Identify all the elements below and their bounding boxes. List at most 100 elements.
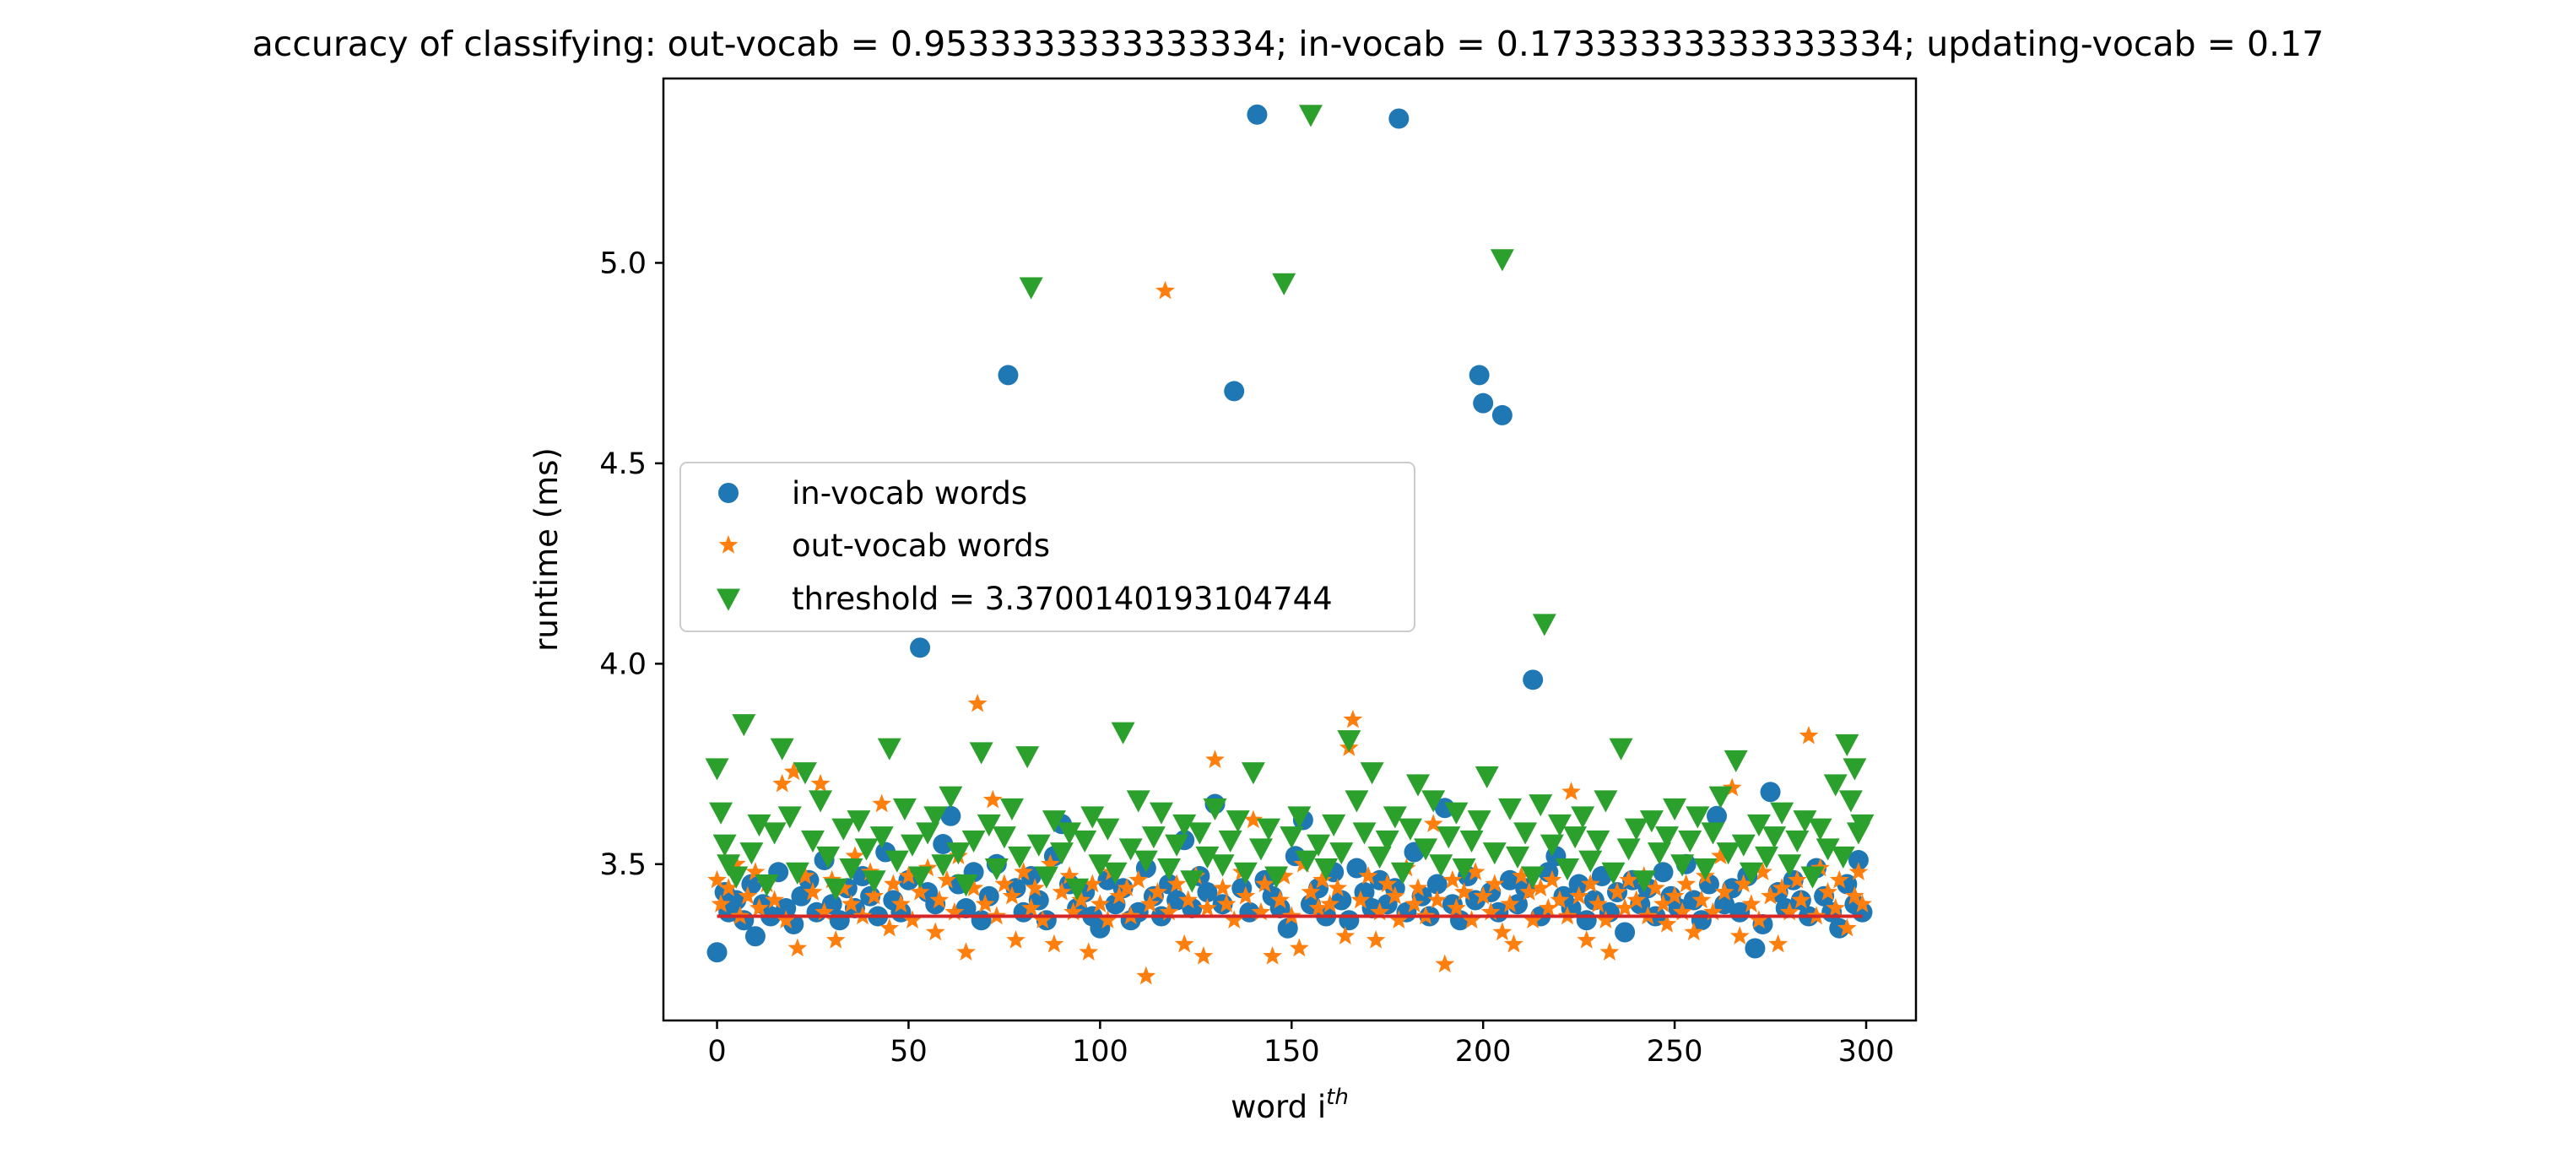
- y-axis: 3.5 4.0 4.5 5.0: [599, 246, 663, 882]
- out-vocab-point: [1779, 901, 1799, 921]
- in-vocab-point: [744, 926, 766, 947]
- in-vocab-point: [1707, 805, 1728, 826]
- threshold-point: [1835, 733, 1859, 757]
- out-vocab-point: [1569, 885, 1589, 905]
- in-vocab-point: [1848, 850, 1869, 871]
- out-vocab-point: [1343, 709, 1363, 728]
- out-vocab-point: [1480, 901, 1501, 921]
- out-vocab-point: [1350, 890, 1371, 909]
- out-vocab-point: [872, 793, 892, 813]
- legend-marker: [718, 535, 739, 554]
- out-vocab-point: [1787, 869, 1807, 889]
- x-tick-label: 250: [1647, 1035, 1703, 1069]
- legend-marker: [718, 483, 739, 503]
- x-tick-label: 0: [707, 1035, 726, 1069]
- threshold-point: [1850, 814, 1875, 837]
- threshold-point: [1624, 818, 1648, 841]
- y-axis-label: runtime (ms): [528, 447, 565, 652]
- threshold-point: [1015, 746, 1040, 769]
- threshold-point: [785, 862, 809, 885]
- threshold-point: [1609, 738, 1633, 761]
- in-vocab-point: [1469, 365, 1490, 386]
- out-vocab-point: [1447, 898, 1466, 917]
- out-vocab-point: [765, 890, 785, 909]
- out-vocab-point: [1542, 869, 1562, 889]
- y-tick-label: 4.0: [599, 647, 647, 681]
- out-vocab-point: [1829, 869, 1849, 889]
- out-vocab-point: [1328, 878, 1348, 896]
- legend-label: out-vocab words: [792, 528, 1050, 564]
- threshold-point: [1272, 273, 1296, 295]
- threshold-point: [1701, 822, 1725, 845]
- legend-label: in-vocab words: [792, 475, 1027, 512]
- out-vocab-point: [1174, 934, 1194, 953]
- out-vocab-point: [1025, 878, 1045, 896]
- out-vocab-point: [1588, 894, 1608, 912]
- threshold-point: [1103, 862, 1128, 885]
- threshold-point: [1716, 842, 1740, 865]
- threshold-point: [923, 806, 948, 829]
- out-vocab-point: [772, 773, 793, 793]
- out-vocab-point: [1117, 878, 1137, 896]
- out-vocab-point: [1435, 954, 1455, 973]
- out-vocab-point: [1079, 942, 1099, 961]
- out-vocab-point: [1729, 926, 1750, 945]
- out-vocab-point: [1791, 890, 1811, 909]
- out-vocab-point: [750, 898, 769, 917]
- threshold-point: [1352, 822, 1377, 845]
- y-tick-label: 4.5: [599, 447, 647, 481]
- legend-marker: [717, 588, 740, 611]
- out-vocab-point: [1676, 874, 1697, 893]
- out-vocab-point: [1236, 885, 1256, 905]
- threshold-point: [1126, 790, 1150, 813]
- out-vocab-point: [814, 901, 835, 921]
- in-vocab-point: [776, 898, 797, 919]
- threshold-point: [1482, 842, 1507, 865]
- threshold-point: [770, 738, 794, 761]
- threshold-point: [1686, 806, 1710, 829]
- out-vocab-point: [1530, 878, 1550, 896]
- out-vocab-point: [711, 894, 731, 912]
- out-vocab-point: [833, 878, 853, 896]
- threshold-point: [1708, 786, 1733, 809]
- threshold-point: [992, 826, 1016, 849]
- out-vocab-point: [1071, 890, 1091, 909]
- threshold-point: [1444, 802, 1469, 825]
- out-vocab-point: [1580, 874, 1600, 893]
- threshold-point: [717, 854, 741, 877]
- threshold-point: [931, 854, 955, 877]
- out-vocab-point: [1082, 874, 1102, 893]
- threshold-point: [747, 814, 771, 837]
- out-vocab-point: [1550, 890, 1570, 909]
- threshold-point: [1218, 830, 1242, 853]
- out-vocab-point: [738, 885, 758, 905]
- out-vocab-point: [810, 773, 831, 793]
- out-vocab-point: [1128, 869, 1149, 889]
- out-vocab-point: [883, 874, 903, 893]
- threshold-point: [1248, 838, 1273, 861]
- threshold-point: [1647, 842, 1671, 865]
- threshold-point: [1429, 854, 1453, 877]
- y-tick-label: 5.0: [599, 246, 647, 280]
- threshold-point: [1314, 858, 1339, 881]
- out-vocab-point: [1734, 874, 1754, 893]
- legend-entry-threshold: threshold = 3.3700140193104744: [717, 581, 1333, 617]
- in-vocab-point: [1760, 782, 1781, 803]
- in-vocab-point: [910, 637, 931, 658]
- out-vocab-point: [1442, 869, 1463, 889]
- in-vocab-point: [706, 942, 728, 963]
- out-vocab-point: [1722, 777, 1742, 797]
- threshold-point: [877, 738, 901, 761]
- out-vocab-point: [776, 910, 796, 928]
- out-vocab-point: [1848, 862, 1869, 880]
- threshold-point: [1414, 838, 1438, 861]
- threshold-point: [816, 846, 841, 869]
- out-vocab-point: [1500, 894, 1520, 912]
- out-vocab-point: [1213, 878, 1232, 896]
- threshold-point: [1345, 790, 1369, 813]
- threshold-point: [939, 786, 963, 809]
- out-vocab-point: [1741, 894, 1762, 912]
- out-vocab-point: [937, 869, 957, 889]
- threshold-point: [1831, 846, 1855, 869]
- out-vocab-point: [1653, 894, 1673, 912]
